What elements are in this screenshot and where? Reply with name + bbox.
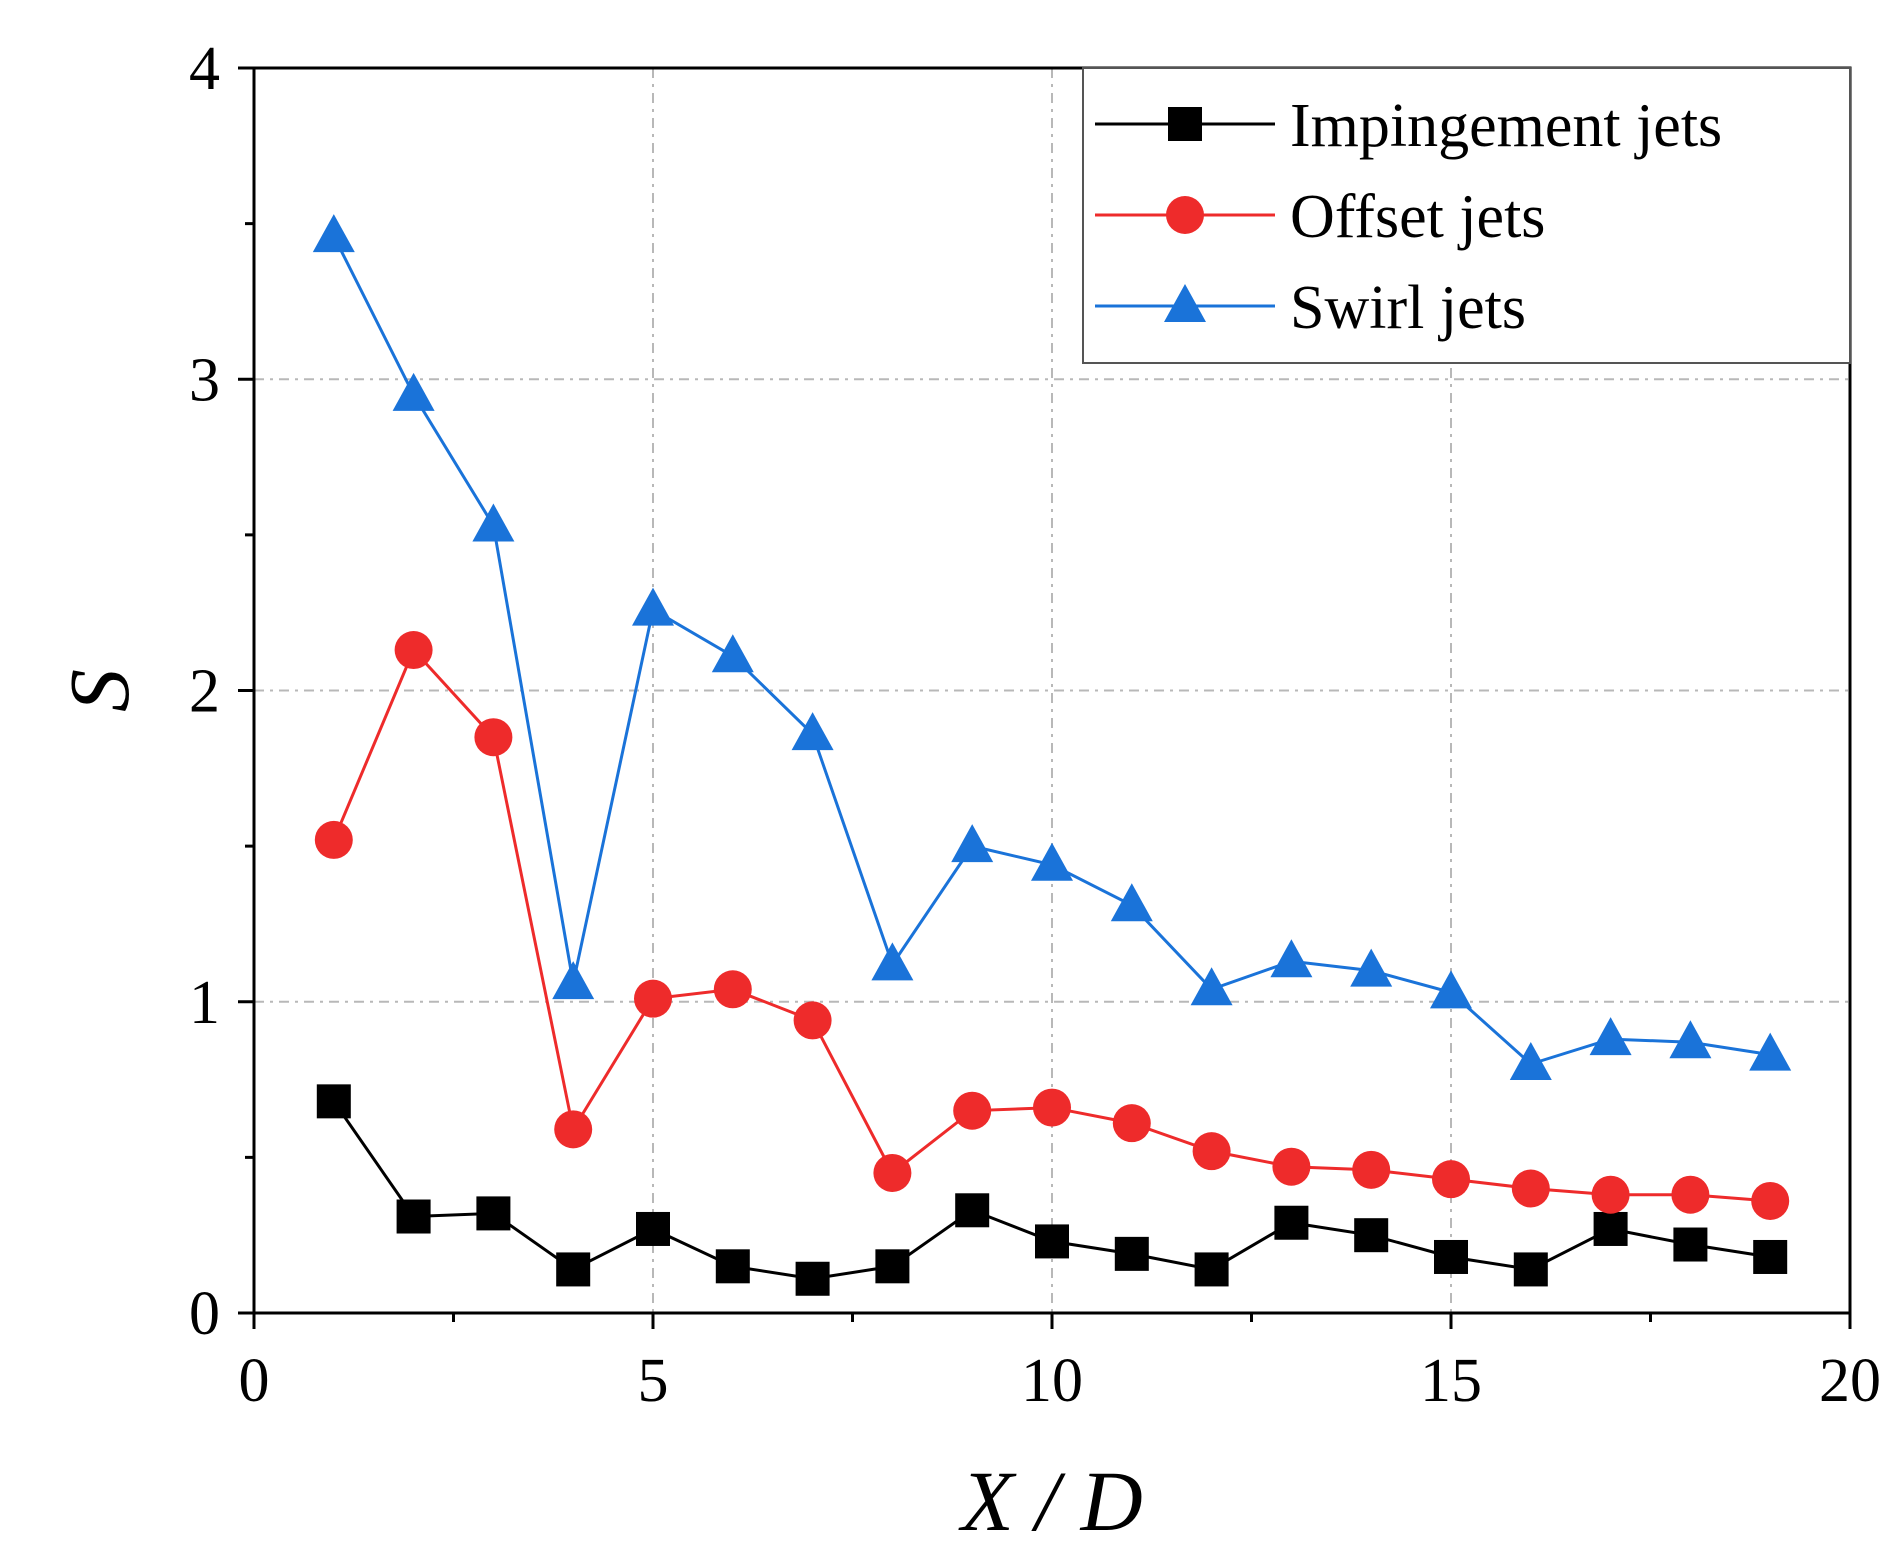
data-point	[312, 214, 355, 253]
legend-marker	[1164, 284, 1206, 322]
series-0	[316, 1084, 1788, 1296]
legend-item: Offset jets	[1095, 183, 1545, 251]
data-point	[791, 712, 834, 751]
data-point	[1192, 1132, 1231, 1171]
data-point	[394, 631, 433, 670]
data-point	[554, 1110, 593, 1149]
y-tick-label: 2	[189, 658, 220, 726]
legend-marker	[1168, 107, 1202, 141]
data-point	[634, 979, 672, 1018]
series-layer	[312, 214, 1792, 1296]
data-point	[951, 824, 994, 863]
x-axis-title: X / D	[958, 1453, 1143, 1549]
data-point	[1509, 1042, 1552, 1080]
data-point	[1194, 1252, 1229, 1287]
data-point	[1591, 1175, 1630, 1214]
data-point	[1033, 1088, 1071, 1127]
data-point	[392, 372, 435, 411]
data-point	[1513, 1252, 1548, 1287]
data-point	[556, 1252, 591, 1287]
x-tick-label: 0	[239, 1347, 270, 1415]
data-point	[1432, 1160, 1470, 1199]
series-2	[312, 214, 1792, 1080]
data-point	[632, 587, 674, 626]
y-axis-title: S	[51, 669, 147, 712]
data-point	[1270, 939, 1313, 978]
y-tick-label: 1	[189, 969, 220, 1037]
data-point	[871, 942, 914, 981]
y-tick-label: 3	[189, 346, 220, 414]
data-point	[1354, 1218, 1389, 1253]
data-point	[713, 970, 752, 1009]
data-point	[316, 1084, 351, 1119]
data-point	[1352, 1150, 1391, 1189]
y-tick-label: 4	[189, 35, 220, 103]
data-point	[1434, 1239, 1468, 1274]
data-point	[1749, 1032, 1792, 1071]
data-point	[472, 503, 515, 542]
legend-marker	[1166, 196, 1204, 234]
data-point	[1589, 1017, 1632, 1056]
data-point	[1751, 1181, 1790, 1220]
data-point	[474, 718, 513, 757]
data-point	[1110, 883, 1153, 922]
data-point	[1274, 1205, 1309, 1240]
data-point	[1190, 967, 1233, 1006]
data-point	[1593, 1211, 1628, 1246]
data-point	[793, 1001, 832, 1040]
data-point	[1350, 948, 1393, 987]
legend-item: Swirl jets	[1095, 274, 1526, 342]
data-point	[711, 634, 754, 673]
y-tick-label: 0	[189, 1280, 220, 1348]
data-point	[1511, 1169, 1550, 1208]
data-point	[396, 1199, 431, 1234]
data-point	[1112, 1104, 1151, 1143]
data-point	[715, 1249, 750, 1284]
x-tick-label: 20	[1819, 1347, 1881, 1415]
data-point	[795, 1261, 830, 1296]
data-point	[1114, 1236, 1149, 1271]
legend-label: Impingement jets	[1290, 92, 1722, 160]
data-point	[552, 961, 595, 1000]
data-point	[1430, 970, 1472, 1009]
series-1	[314, 631, 1790, 1220]
data-point	[1031, 842, 1073, 881]
data-point	[873, 1153, 912, 1192]
data-point	[955, 1193, 990, 1228]
x-tick-label: 10	[1021, 1347, 1083, 1415]
legend-label: Offset jets	[1290, 183, 1545, 251]
x-tick-label: 15	[1420, 1347, 1482, 1415]
x-tick-label: 5	[638, 1347, 669, 1415]
data-point	[1272, 1147, 1311, 1186]
data-point	[1035, 1224, 1069, 1259]
legend-label: Swirl jets	[1290, 274, 1526, 342]
axis-ticks: 0 5 10 15 20 0 1 2 3 4	[189, 35, 1881, 1415]
data-point	[636, 1211, 670, 1246]
data-point	[953, 1091, 992, 1130]
legend: Impingement jets Offset jets Swirl jets	[1082, 67, 1851, 364]
data-point	[476, 1196, 511, 1231]
legend-item: Impingement jets	[1095, 92, 1722, 160]
data-point	[1671, 1175, 1710, 1214]
data-point	[875, 1249, 910, 1284]
data-point	[1673, 1227, 1708, 1262]
data-point	[1669, 1020, 1712, 1059]
data-point	[314, 820, 353, 859]
data-point	[1753, 1239, 1788, 1274]
